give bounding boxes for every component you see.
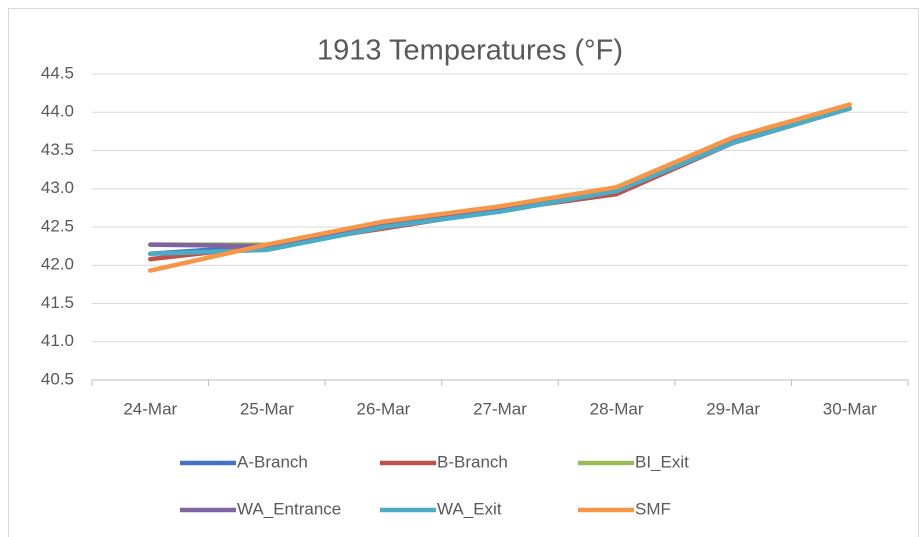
legend-label: B-Branch bbox=[437, 452, 508, 471]
legend-label: SMF bbox=[635, 499, 671, 518]
y-tick-label: 43.0 bbox=[41, 178, 74, 197]
y-tick-label: 42.5 bbox=[41, 216, 74, 235]
y-tick-label: 44.5 bbox=[41, 63, 74, 82]
x-tick-label: 29-Mar bbox=[706, 399, 760, 418]
legend-label: WA_Entrance bbox=[237, 499, 341, 518]
x-tick-label: 28-Mar bbox=[590, 399, 644, 418]
legend-label: A-Branch bbox=[237, 452, 308, 471]
x-tick-label: 25-Mar bbox=[240, 399, 294, 418]
y-tick-label: 43.5 bbox=[41, 140, 74, 159]
x-tick-label: 30-Mar bbox=[823, 399, 877, 418]
y-tick-label: 41.0 bbox=[41, 331, 74, 350]
series-line bbox=[148, 106, 852, 257]
y-tick-label: 40.5 bbox=[41, 369, 74, 388]
y-tick-label: 41.5 bbox=[41, 293, 74, 312]
x-tick-label: 27-Mar bbox=[473, 399, 527, 418]
series-line bbox=[148, 102, 852, 273]
x-tick-label: 24-Mar bbox=[123, 399, 177, 418]
legend-label: WA_Exit bbox=[437, 499, 502, 518]
y-tick-label: 44.0 bbox=[41, 102, 74, 121]
legend-label: BI_Exit bbox=[635, 452, 689, 471]
chart-border bbox=[8, 8, 919, 537]
x-tick-label: 26-Mar bbox=[356, 399, 410, 418]
y-tick-label: 42.0 bbox=[41, 255, 74, 274]
chart-title: 1913 Temperatures (°F) bbox=[317, 35, 623, 67]
